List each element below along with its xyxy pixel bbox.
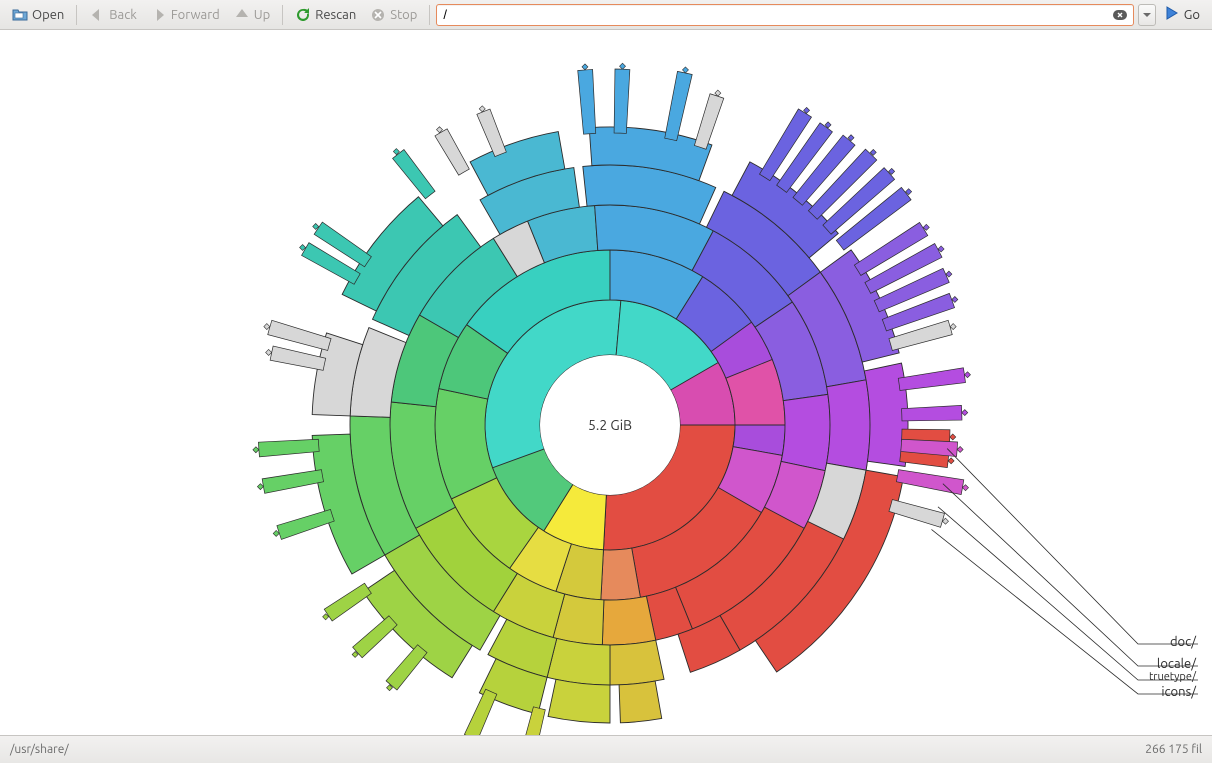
stop-label: Stop — [390, 8, 417, 22]
callout-label: doc/ — [1170, 635, 1196, 649]
forward-label: Forward — [171, 8, 220, 22]
sunburst-spike[interactable] — [889, 500, 945, 528]
sunburst-segment[interactable] — [781, 394, 830, 470]
go-label: Go — [1184, 8, 1200, 22]
up-label: Up — [254, 8, 270, 22]
sunburst-spike[interactable] — [324, 583, 371, 621]
separator — [282, 5, 283, 25]
sunburst-spike[interactable] — [277, 509, 334, 539]
sunburst-chart[interactable] — [0, 30, 1212, 735]
rescan-icon — [295, 7, 311, 23]
back-arrow-icon — [89, 7, 105, 23]
sunburst-segment[interactable] — [548, 679, 610, 723]
open-folder-icon — [12, 7, 28, 23]
sunburst-segment[interactable] — [827, 380, 870, 470]
go-arrow-icon — [1164, 5, 1180, 24]
sunburst-spike[interactable] — [614, 69, 630, 133]
up-arrow-icon — [234, 7, 250, 23]
status-bar: /usr/share/ 266 175 fil — [0, 735, 1212, 763]
go-button[interactable]: Go — [1158, 3, 1206, 26]
path-dropdown-button[interactable] — [1138, 4, 1156, 26]
sunburst-spike[interactable] — [902, 405, 962, 421]
sunburst-spike[interactable] — [896, 470, 963, 495]
sunburst-spike[interactable] — [477, 109, 506, 157]
stop-button[interactable]: Stop — [364, 3, 423, 27]
sunburst-spike[interactable] — [694, 94, 723, 149]
back-label: Back — [109, 8, 137, 22]
status-filecount: 266 175 fil — [1145, 743, 1202, 756]
callout-label: locale/ — [1157, 657, 1196, 671]
sunburst-segment[interactable] — [602, 596, 655, 645]
sunburst-segment[interactable] — [619, 681, 662, 723]
sunburst-spike[interactable] — [258, 439, 319, 457]
sunburst-spike[interactable] — [578, 69, 596, 134]
separator — [429, 5, 430, 25]
sunburst-spike[interactable] — [268, 320, 331, 350]
status-path: /usr/share/ — [10, 743, 69, 756]
path-input-wrap — [436, 4, 1133, 26]
sunburst-segment[interactable] — [610, 640, 664, 685]
path-input[interactable] — [436, 4, 1133, 26]
sunburst-spike[interactable] — [386, 645, 427, 690]
sunburst-spike[interactable] — [464, 689, 496, 735]
open-label: Open — [32, 8, 64, 22]
sunburst-spike[interactable] — [270, 346, 326, 370]
callout-label: truetype/ — [1149, 671, 1196, 683]
sunburst-chart-area: 5.2 GiB doc/locale/truetype/icons/ — [0, 30, 1212, 735]
rescan-label: Rescan — [315, 8, 356, 22]
sunburst-segment[interactable] — [547, 638, 610, 685]
sunburst-spike[interactable] — [665, 71, 692, 140]
rescan-button[interactable]: Rescan — [289, 3, 362, 27]
sunburst-spike[interactable] — [353, 616, 398, 658]
sunburst-spike[interactable] — [262, 470, 323, 494]
sunburst-spike[interactable] — [898, 368, 965, 391]
forward-button[interactable]: Forward — [145, 3, 226, 27]
stop-icon — [370, 7, 386, 23]
center-size-label: 5.2 GiB — [588, 417, 632, 433]
sunburst-spike[interactable] — [393, 150, 436, 199]
separator — [76, 5, 77, 25]
open-button[interactable]: Open — [6, 3, 70, 27]
sunburst-spike[interactable] — [520, 707, 545, 735]
up-button[interactable]: Up — [228, 3, 276, 27]
forward-arrow-icon — [151, 7, 167, 23]
toolbar: Open Back Forward Up Rescan — [0, 0, 1212, 30]
callout-label: icons/ — [1161, 685, 1196, 699]
back-button[interactable]: Back — [83, 3, 143, 27]
sunburst-spike[interactable] — [435, 129, 469, 175]
clear-icon[interactable] — [1112, 7, 1128, 23]
